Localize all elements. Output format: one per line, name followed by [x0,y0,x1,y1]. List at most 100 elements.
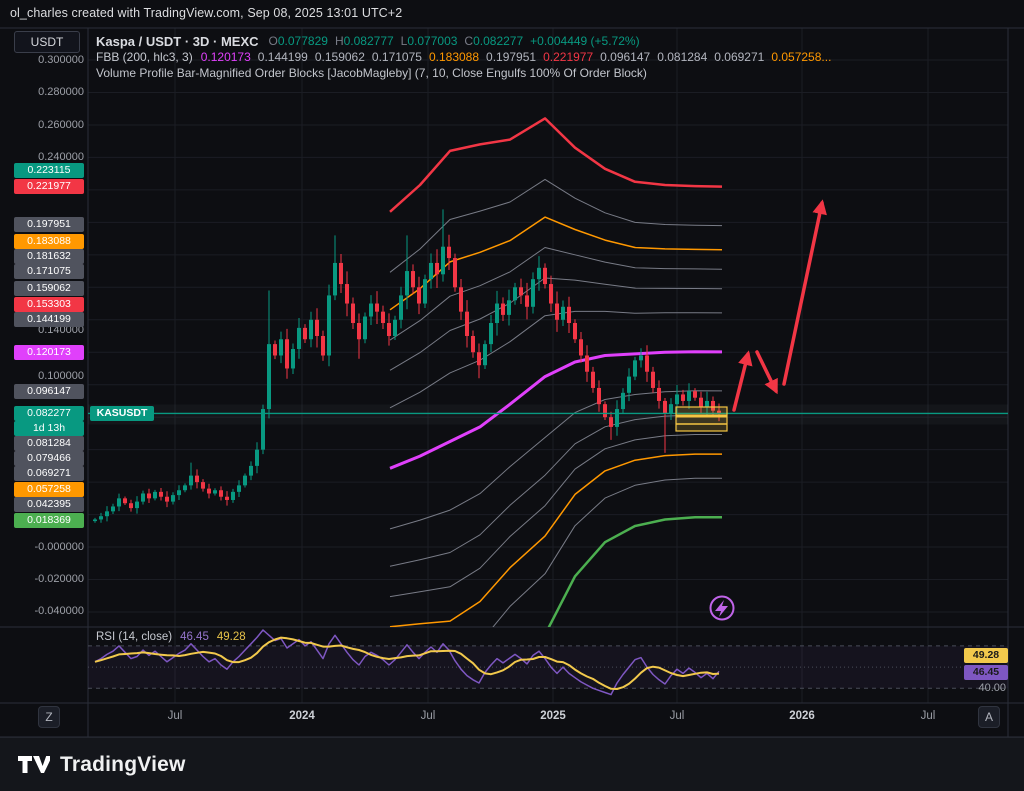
order-block-zone [675,406,728,432]
price-scale-label: 0.300000 [38,54,84,66]
fbb-value: 0.183088 [428,50,480,64]
legend: Kaspa / USDT · 3D · MEXC O0.077829 H0.082… [96,33,838,81]
drawn-arrow [782,199,827,386]
adjust-button[interactable]: A [978,706,1000,728]
price-label-box: 0.223115 [14,162,84,178]
rsi-scale-label: 40.00 [978,682,1006,694]
ohlc-value: 0.077829 [277,34,328,48]
drawn-arrow [755,350,778,395]
ohlc-value: 0.082277 [473,34,524,48]
volume-profile-label: Volume Profile Bar-Magnified Order Block… [96,66,647,80]
time-scale-label: Jul [920,710,936,722]
rsi-ma-line [94,636,720,690]
price-label-box: 0.069271 [14,465,84,481]
fbb-band-line [389,216,723,311]
change-value: +0.004449 (+5.72%) [530,34,640,48]
price-label-box: 1d 13h [14,420,84,436]
fbb-band-line [389,310,723,409]
time-scale-label: 2024 [289,710,315,722]
tradingview-logo-icon[interactable] [16,750,50,780]
price-label-box: 0.057258 [14,481,84,497]
price-label-box: 0.120173 [14,344,84,360]
fbb-value: 0.221977 [543,50,594,64]
fbb-band-line [389,277,723,371]
footer-bar: TradingView [0,737,1024,791]
price-scale-label: 0.140000 [38,324,84,336]
ohlc-letter: H [334,34,344,48]
time-scale-label: Jul [669,710,685,722]
price-label-box: 0.096147 [14,383,84,399]
rsi-value-box: 46.45 [964,664,1008,680]
price-scale-label: -0.020000 [34,573,84,585]
fbb-value: 0.057258... [771,50,832,64]
fbb-value: 0.197951 [486,50,537,64]
fbb-value: 0.069271 [714,50,765,64]
rsi-value-box: 49.28 [964,647,1008,663]
ohlc-values: O0.077829 H0.082777 L0.077003 C0.082277 [269,32,531,50]
price-label-box: 0.153303 [14,296,84,312]
price-label-box: 0.171075 [14,263,84,279]
fbb-value: 0.144199 [257,50,308,64]
fbb-band-line [389,247,723,341]
legend-symbol-row[interactable]: Kaspa / USDT · 3D · MEXC O0.077829 H0.082… [96,33,838,49]
quote-currency-button[interactable]: USDT [14,31,80,53]
time-scale-label: 2025 [540,710,566,722]
price-label-box: 0.018369 [14,512,84,528]
ohlc-letter: L [400,34,408,48]
fbb-values: 0.120173 0.144199 0.159062 0.171075 0.183088… [201,48,839,66]
price-scale-label: 0.240000 [38,151,84,163]
fbb-band-line [389,453,722,627]
ohlc-letter: O [268,34,278,48]
drawn-arrow [732,350,753,412]
fbb-band-line [389,178,723,273]
fbb-band-line [389,117,723,213]
fbb-band-line [547,515,723,627]
ohlc-value: 0.077003 [407,34,458,48]
lightning-icon [709,595,735,621]
legend-volume-profile-row[interactable]: Volume Profile Bar-Magnified Order Block… [96,65,838,81]
attribution-text: ol_charles created with TradingView.com,… [10,6,403,20]
legend-fbb-row[interactable]: FBB (200, hlc3, 3) 0.120173 0.144199 0.159… [96,49,838,65]
time-scale-label: 2026 [789,710,815,722]
fbb-value: 0.159062 [314,50,365,64]
fbb-band-line [389,414,722,567]
rsi-label-text: RSI (14, close) [96,631,173,643]
fbb-value: 0.081284 [657,50,708,64]
fbb-band-line [389,350,723,470]
price-label-box: 0.144199 [14,311,84,327]
price-scale-label: -0.040000 [34,605,84,617]
attribution-bar: ol_charles created with TradingView.com,… [10,6,402,24]
symbol-title: Kaspa / USDT · 3D · MEXC [96,33,259,49]
time-scale-label: Jul [420,710,436,722]
time-scale-label: Jul [167,710,183,722]
rsi-value: 46.45 [180,631,209,643]
price-label-box: 0.197951 [14,216,84,232]
ohlc-value: 0.082777 [343,34,394,48]
price-scale-label: 0.100000 [38,370,84,382]
rsi-indicator-label[interactable]: RSI (14, close) 46.45 49.28 [96,631,246,643]
price-label-box: 0.181632 [14,248,84,264]
price-label-box: 0.183088 [14,233,84,249]
fbb-value: 0.120173 [200,50,251,64]
price-scale-label: 0.260000 [38,119,84,131]
fbb-band-line [492,477,723,627]
price-scale-label: 0.280000 [38,86,84,98]
price-label-box: 0.082277 [14,405,84,421]
fbb-band-line [389,390,723,530]
fbb-band-line [389,434,722,598]
price-label-box: 0.159062 [14,280,84,296]
price-label-box: 0.079466 [14,450,84,466]
timezone-button[interactable]: Z [38,706,60,728]
tradingview-wordmark[interactable]: TradingView [60,753,186,776]
price-label-box: 0.221977 [14,178,84,194]
price-label-box: 0.081284 [14,435,84,451]
rsi-ma-value: 49.28 [216,631,246,643]
ohlc-letter: C [464,34,474,48]
fbb-indicator-label: FBB (200, hlc3, 3) [96,50,193,64]
price-label-box: 0.042395 [14,496,84,512]
price-line-symbol-tag: KASUSDT [90,405,154,421]
fbb-value: 0.171075 [371,50,422,64]
price-scale-label: -0.000000 [34,541,84,553]
fbb-value: 0.096147 [600,50,651,64]
